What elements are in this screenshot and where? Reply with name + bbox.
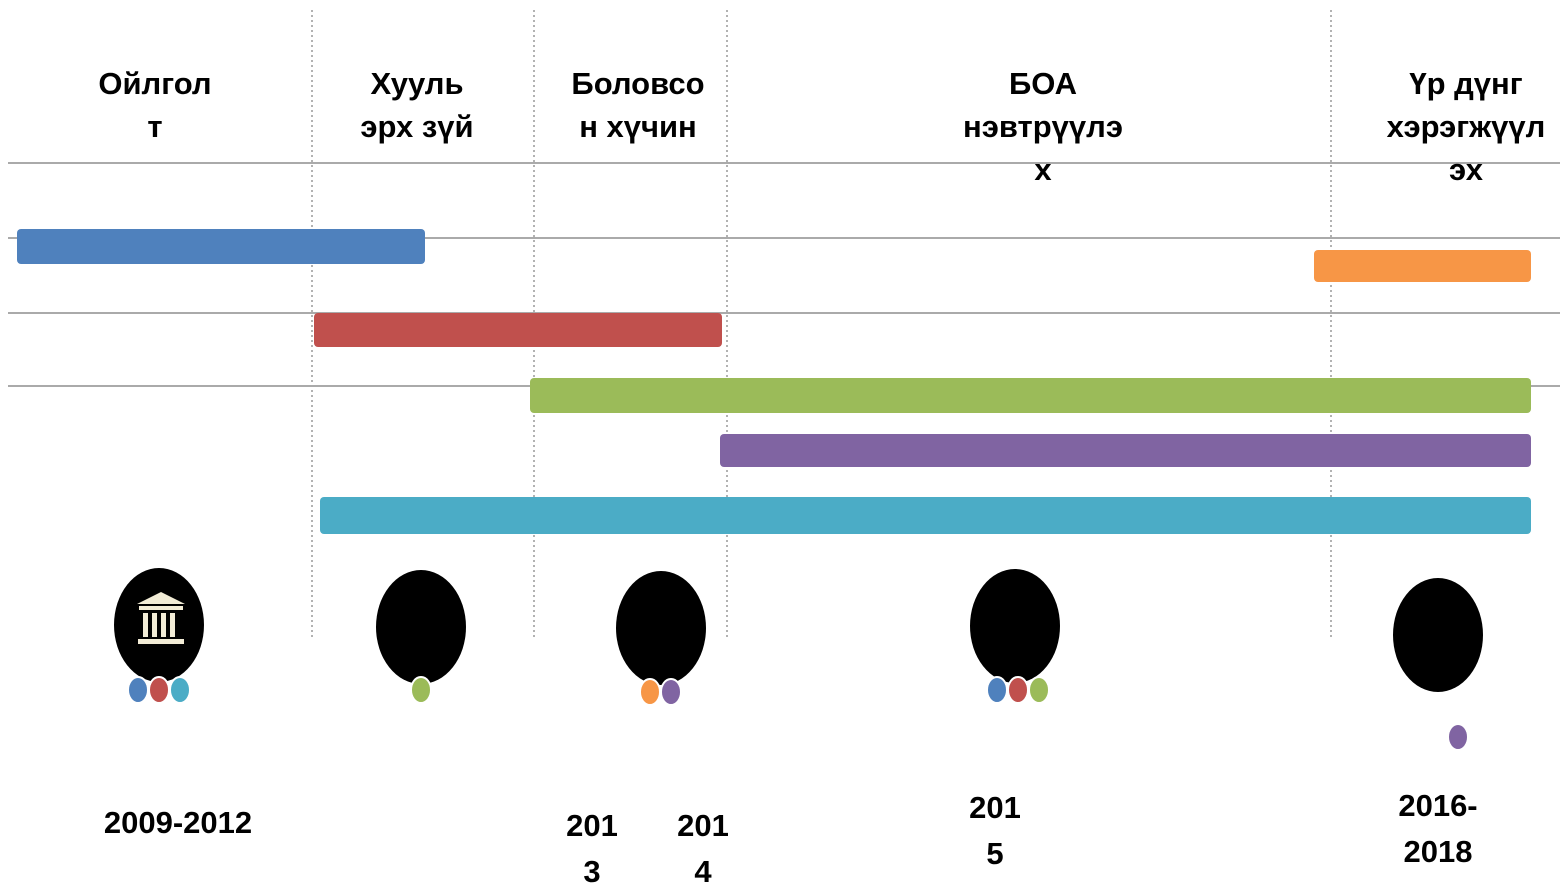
year-label: 4: [694, 854, 712, 888]
year-label: 2009-2012: [104, 805, 252, 840]
labels: Ойлгол т Хууль эрх зүй Боловсо н хүчин БОА нэвт…: [98, 66, 1545, 888]
bar: [1314, 250, 1531, 282]
building-icon: [137, 592, 185, 644]
phase-title: нэвтрүүлэ: [963, 109, 1123, 144]
dot: [1007, 676, 1029, 704]
phase-title: БОА: [1009, 66, 1077, 101]
phase-title: эрх зүй: [360, 109, 473, 144]
phase-title: н хүчин: [579, 109, 697, 144]
phase-title: Ойлгол: [98, 66, 211, 101]
dot: [1447, 723, 1469, 751]
year-label: 3: [583, 854, 600, 888]
dot: [660, 678, 682, 706]
phase-title: эх: [1449, 152, 1484, 187]
milestone: [1393, 578, 1483, 692]
phase-title: х: [1034, 152, 1052, 187]
bars: [17, 229, 1531, 534]
phase-title: Боловсо: [571, 66, 704, 101]
year-label: 2018: [1404, 834, 1473, 869]
year-label: 2016-: [1398, 788, 1477, 823]
dots: [127, 676, 1469, 751]
year-label: 201: [677, 808, 729, 843]
dot: [148, 676, 170, 704]
phase-title: хэрэгжүүл: [1387, 109, 1546, 144]
milestone: [376, 570, 466, 684]
year-label: 201: [969, 790, 1021, 825]
bar: [314, 313, 722, 347]
phase-title: Хууль: [370, 66, 463, 101]
bar: [530, 378, 1531, 413]
bar: [17, 229, 425, 264]
dot: [169, 676, 191, 704]
milestone: [970, 569, 1060, 683]
bar: [720, 434, 1531, 467]
dot: [1028, 676, 1050, 704]
phase-title: Үр дүнг: [1409, 66, 1522, 101]
dot: [127, 676, 149, 704]
phase-title: т: [147, 109, 162, 144]
dot: [639, 678, 661, 706]
dot: [986, 676, 1008, 704]
dot: [410, 676, 432, 704]
milestone: [616, 571, 706, 685]
year-label: 201: [566, 808, 618, 843]
milestones: [114, 568, 1483, 692]
bar: [320, 497, 1531, 534]
milestone: [114, 568, 204, 682]
year-label: 5: [986, 836, 1003, 871]
